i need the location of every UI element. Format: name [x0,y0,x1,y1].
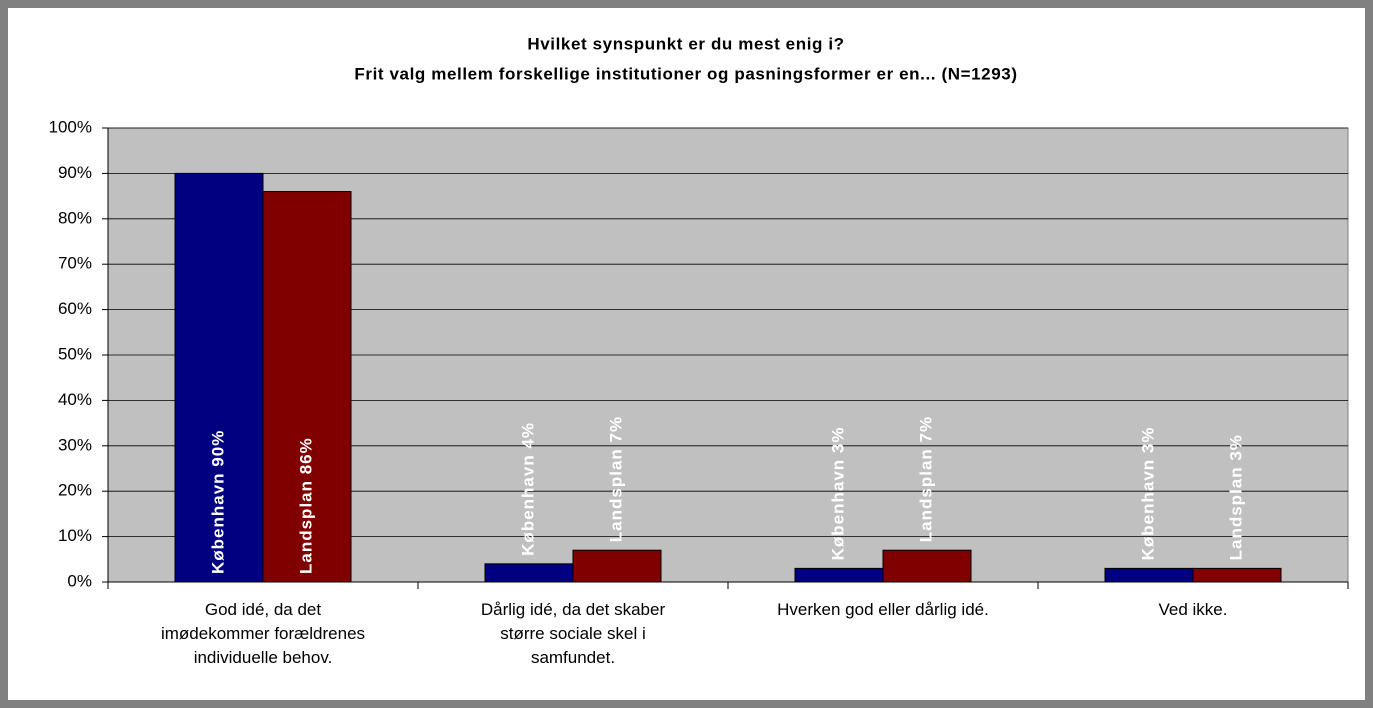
bar [1104,567,1194,583]
x-tick-label: Ved ikke. [1158,600,1228,619]
y-tick-label: 50% [58,344,92,363]
chart-title: Hvilket synspunkt er du mest enig i? [527,34,844,53]
bar [794,567,884,583]
y-tick-label: 80% [58,208,92,227]
data-label: Landsplan 7% [606,416,625,542]
data-label: Landsplan 3% [1226,434,1245,560]
x-tick-label: God idé, da det imødekommer forældrenes … [160,600,366,667]
bar [484,563,574,583]
y-tick-label: 100% [49,117,92,136]
data-label: Landsplan 86% [296,437,315,574]
y-tick-label: 30% [58,435,92,454]
data-label: København 4% [518,422,537,556]
x-tick-label: Hverken god eller dårlig idé. [777,600,989,619]
bar [174,172,264,583]
x-tick-label: Dårlig idé, da det skaber større sociale… [480,600,666,667]
y-tick-label: 20% [58,481,92,500]
y-tick-label: 0% [67,571,92,590]
bar [262,191,352,583]
bar [572,549,662,583]
data-label: København 90% [208,430,227,574]
data-label: København 3% [1138,427,1157,561]
bar [882,549,972,583]
chart-title: Frit valg mellem forskellige institution… [354,64,1017,83]
bar [1192,567,1282,583]
data-label: København 3% [828,427,847,561]
y-tick-label: 60% [58,299,92,318]
y-tick-label: 70% [58,254,92,273]
data-label: Landsplan 7% [916,416,935,542]
y-tick-label: 10% [58,526,92,545]
y-tick-label: 40% [58,390,92,409]
y-tick-label: 90% [58,163,92,182]
